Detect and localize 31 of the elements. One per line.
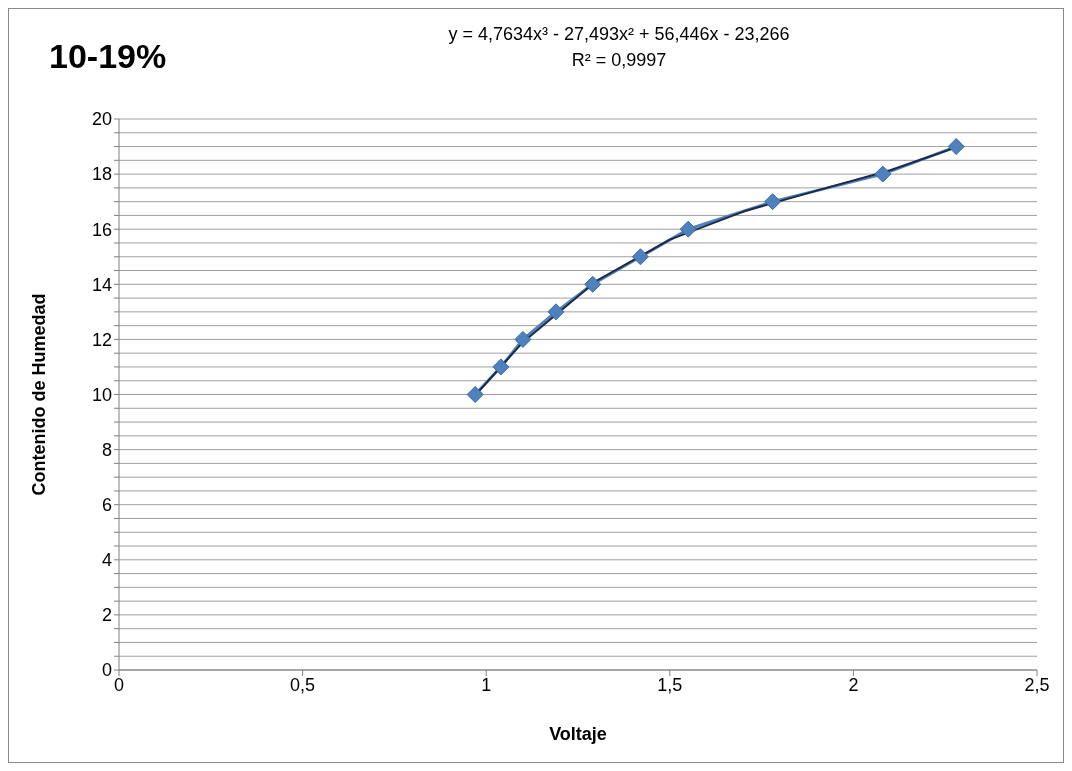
x-tick-label: 1 xyxy=(481,674,492,695)
point xyxy=(947,138,965,156)
y-tick-label: 18 xyxy=(91,164,112,185)
x-axis-title: Voltaje xyxy=(549,724,607,744)
y-tick-label: 4 xyxy=(101,550,112,571)
y-tick-label: 8 xyxy=(101,439,112,460)
point xyxy=(874,165,892,183)
y-tick-label: 12 xyxy=(91,329,112,350)
point xyxy=(514,330,532,348)
y-tick-label: 16 xyxy=(91,219,112,240)
x-tick-label: 0,5 xyxy=(290,674,316,695)
point xyxy=(466,386,484,403)
y-tick-label: 6 xyxy=(101,495,112,516)
x-tick-label: 2,5 xyxy=(1024,674,1050,695)
y-tick-label: 0 xyxy=(101,660,112,681)
y-tick-label: 20 xyxy=(91,109,112,130)
point xyxy=(584,275,602,293)
chart-title: 10-19% xyxy=(49,37,167,76)
text: R² = 0,9997 xyxy=(570,49,668,72)
text: y = 4,7634x³ - 27,493x² + 56,446x - 23,266 xyxy=(447,23,791,46)
y-tick-label: 2 xyxy=(101,605,112,626)
point xyxy=(631,248,649,266)
point xyxy=(492,358,510,376)
y-tick-label: 10 xyxy=(91,384,112,405)
y-tick-label: 14 xyxy=(91,274,112,295)
point xyxy=(679,220,697,238)
x-tick-label: 2 xyxy=(848,674,859,695)
y-axis-title: Contenido de Humedad xyxy=(29,293,50,496)
point xyxy=(547,303,565,321)
point xyxy=(764,193,782,211)
x-tick-label: 1,5 xyxy=(657,674,683,695)
